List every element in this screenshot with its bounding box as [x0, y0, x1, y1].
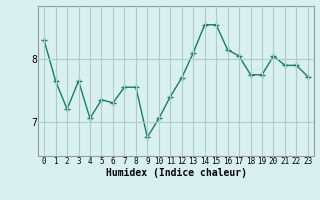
X-axis label: Humidex (Indice chaleur): Humidex (Indice chaleur) — [106, 168, 246, 178]
